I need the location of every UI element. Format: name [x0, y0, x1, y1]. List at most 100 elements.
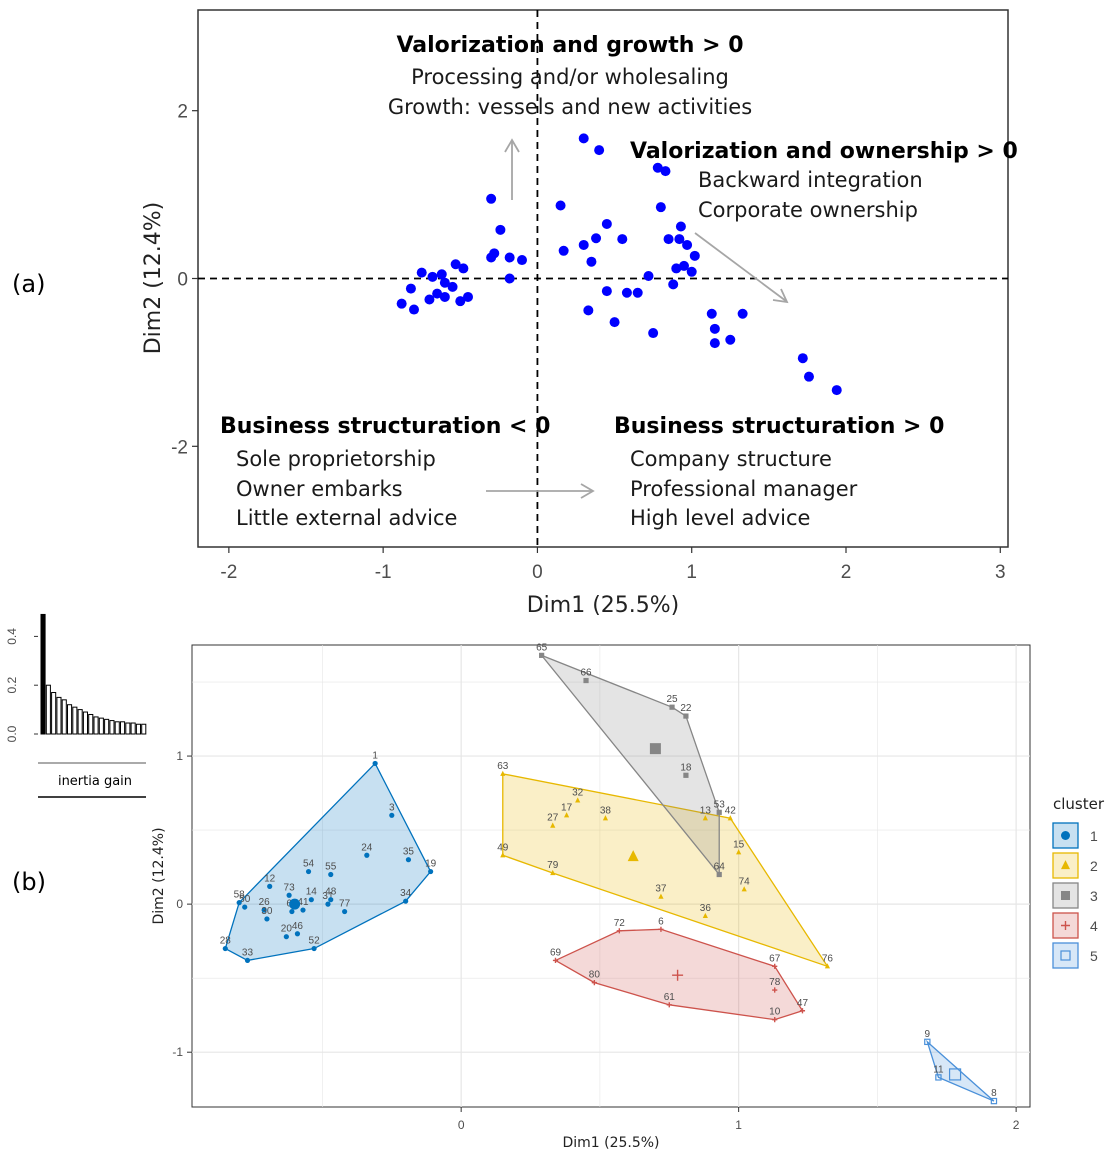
- chart-b-cluster-plot: 1335193424555473121477525058283331486226…: [151, 642, 1031, 1151]
- point-label: 35: [403, 847, 415, 858]
- chart-a-pca-scatter: -2 -1 0 1 2 3 -2 0 2 Valorization and growth > …: [141, 9, 1018, 618]
- cluster-2-point: [824, 963, 831, 969]
- cluster-1-point: [389, 812, 395, 818]
- cluster-1-point: [294, 931, 301, 937]
- legend-marker-4: [1061, 921, 1070, 930]
- cluster-3-point: [583, 677, 589, 684]
- cluster-4-point: [772, 1017, 778, 1023]
- inertia-y-tick-label: 0.4: [5, 628, 19, 645]
- annotation-title: Valorization and growth > 0: [396, 33, 743, 58]
- point-label: 36: [700, 903, 712, 914]
- data-point: [674, 234, 685, 245]
- point-label: 41: [297, 897, 309, 908]
- inertia-y-ticks: 0.0 0.2 0.4: [5, 628, 38, 742]
- point-label: 24: [361, 842, 373, 853]
- x-tick-label: 0: [458, 1118, 465, 1132]
- annotation-title: Business structuration < 0: [220, 414, 550, 439]
- chart-a-arrows: [486, 138, 789, 499]
- inertia-bar: [56, 696, 62, 735]
- cluster-1-point: [236, 900, 242, 906]
- point-label: 28: [220, 936, 232, 947]
- cluster-2-point: [550, 822, 556, 828]
- annotation-title: Valorization and ownership > 0: [630, 139, 1018, 164]
- x-tick-label: 2: [841, 562, 852, 583]
- data-point: [578, 133, 589, 144]
- inertia-bar: [120, 721, 126, 735]
- point-label: 26: [259, 897, 271, 908]
- inertia-y-tick-label: 0.2: [5, 677, 19, 694]
- cluster-2-point: [550, 869, 556, 876]
- point-label: 52: [309, 936, 321, 947]
- y-tick-label: 0: [176, 897, 183, 911]
- data-point: [432, 288, 443, 299]
- data-point: [725, 334, 736, 345]
- cluster-1-point: [328, 897, 334, 903]
- cluster-1-point: [283, 934, 289, 940]
- point-label: 1: [372, 750, 378, 761]
- legend-title: cluster: [1053, 795, 1105, 813]
- point-label: 8: [991, 1088, 997, 1099]
- point-label: 32: [572, 787, 584, 798]
- data-point: [609, 317, 620, 328]
- cluster-3-centroid: [649, 743, 661, 755]
- point-label: 22: [680, 703, 692, 714]
- cluster-2-centroid: [627, 850, 639, 862]
- point-label: 38: [600, 805, 612, 816]
- chart-a-x-axis-label: Dim1 (25.5%): [527, 593, 680, 618]
- point-label: 34: [400, 888, 412, 899]
- point-label: 58: [234, 890, 246, 901]
- data-point: [489, 248, 500, 259]
- cluster-4-point: [591, 980, 597, 986]
- chart-a-y-axis-label: Dim2 (12.4%): [141, 202, 166, 355]
- data-point: [655, 202, 666, 213]
- inertia-bar: [141, 723, 147, 735]
- point-label: 18: [680, 762, 692, 773]
- data-point: [706, 308, 717, 319]
- cluster-1-point: [222, 945, 228, 952]
- data-point: [632, 287, 643, 298]
- annotation-line: Owner embarks: [236, 477, 403, 501]
- y-tick-label: 1: [176, 749, 183, 763]
- data-point: [737, 308, 748, 319]
- cluster-1-point: [289, 908, 295, 915]
- point-label: 77: [339, 899, 351, 910]
- data-point: [405, 283, 416, 294]
- inertia-bar: [130, 722, 136, 735]
- inertia-bar: [82, 711, 89, 735]
- point-label: 50: [239, 894, 251, 905]
- cluster-5-centroid: [948, 1068, 962, 1081]
- annotation-structuration-negative: Business structuration < 0 Sole propriet…: [220, 414, 550, 530]
- chart-a-y-ticks: -2 0 2: [171, 102, 198, 458]
- point-label: 6: [658, 916, 664, 927]
- annotation-line: High level advice: [630, 506, 810, 530]
- cluster-1-point: [261, 907, 267, 913]
- data-point: [409, 304, 419, 315]
- data-point: [436, 269, 447, 280]
- point-label: 64: [714, 862, 726, 873]
- cluster-4-point: [552, 957, 559, 964]
- point-label: 76: [822, 953, 834, 964]
- data-point: [831, 385, 842, 396]
- data-point: [671, 263, 682, 274]
- cluster-1-point: [244, 957, 251, 964]
- legend-marker-1: [1061, 831, 1070, 840]
- annotation-valorization-growth: Valorization and growth > 0 Processing a…: [388, 33, 752, 119]
- inertia-bar: [40, 613, 46, 735]
- point-label: 3: [389, 802, 395, 813]
- data-point: [583, 305, 594, 316]
- inertia-bar: [135, 723, 141, 735]
- legend-swatch-4: [1052, 912, 1079, 939]
- data-point: [797, 353, 808, 364]
- arrow-right-head: [580, 483, 595, 499]
- cluster-1-point: [305, 868, 312, 875]
- legend-items: 1 2 3 4 5: [1052, 822, 1098, 969]
- cluster-1-point: [308, 897, 314, 903]
- y-tick-label: -2: [171, 437, 188, 458]
- data-point: [558, 245, 569, 256]
- data-point: [686, 266, 697, 277]
- point-label: 33: [242, 947, 254, 958]
- data-point: [594, 145, 605, 156]
- data-point: [803, 371, 814, 382]
- legend-marker-5: [1060, 950, 1071, 961]
- chart-a-points: [396, 133, 842, 396]
